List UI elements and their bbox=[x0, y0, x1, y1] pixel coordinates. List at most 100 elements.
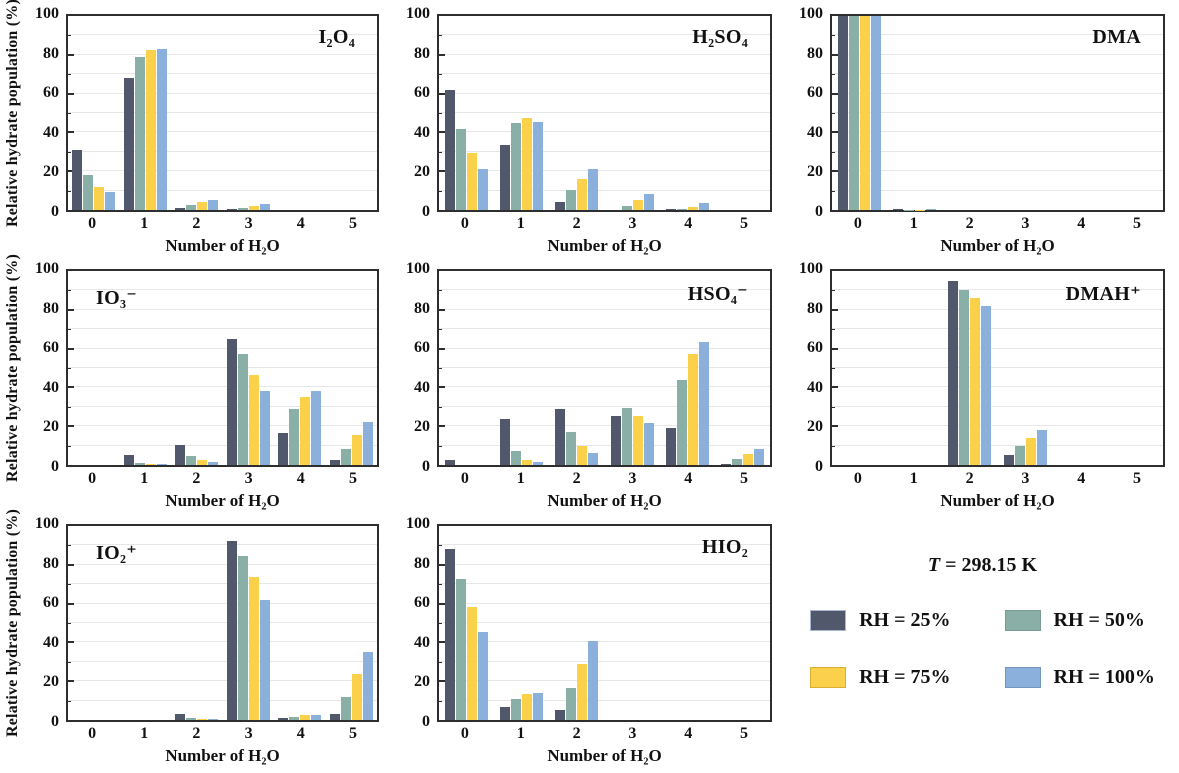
y-tick-label: 100 bbox=[35, 261, 59, 277]
x-tick-label: 0 bbox=[66, 215, 118, 233]
x-tick-label: 4 bbox=[1053, 215, 1109, 233]
bar-dmah-x2-s1 bbox=[948, 281, 958, 465]
bar-h2so4-x4-s1 bbox=[666, 209, 676, 210]
y-axis-label: Relative hydrate population (%) bbox=[2, 269, 24, 467]
bar-group-x3 bbox=[605, 526, 660, 720]
x-tick-label: 3 bbox=[223, 470, 275, 488]
legend-swatch-rh100 bbox=[1005, 667, 1041, 688]
x-tick-label: 5 bbox=[1109, 470, 1165, 488]
bar-dma-x0-s4 bbox=[871, 16, 881, 210]
bar-hso4-x4-s2 bbox=[677, 380, 687, 465]
bar-hio2-x0-s2 bbox=[456, 579, 466, 720]
bar-group-x2 bbox=[549, 16, 604, 210]
panel-title-h2so4: H₂SO₄ bbox=[692, 26, 748, 49]
y-tick-label: 40 bbox=[43, 380, 59, 396]
bar-io2-x5-s1 bbox=[330, 714, 340, 720]
x-tick-label: 3 bbox=[997, 470, 1053, 488]
x-tick-label: 0 bbox=[830, 215, 886, 233]
bar-dmah-x2-s2 bbox=[959, 290, 969, 465]
bar-hso4-x3-s1 bbox=[611, 416, 621, 465]
bar-io2-x2-s3 bbox=[197, 719, 207, 720]
y-tick-label: 80 bbox=[807, 46, 823, 62]
y-tick-label: 20 bbox=[414, 164, 430, 180]
bar-h2so4-x0-s3 bbox=[467, 153, 477, 210]
bar-h2so4-x0-s2 bbox=[456, 129, 466, 210]
bar-h2so4-x0-s4 bbox=[478, 169, 488, 210]
bar-hio2-x0-s4 bbox=[478, 632, 488, 720]
bar-i2o4-x1-s4 bbox=[157, 49, 167, 210]
bar-h2so4-x1-s4 bbox=[533, 122, 543, 210]
bar-group-x0 bbox=[439, 526, 494, 720]
bar-group-x3 bbox=[223, 526, 275, 720]
bar-io2-x2-s2 bbox=[186, 718, 196, 720]
y-tick-label: 0 bbox=[815, 459, 823, 475]
x-tick-label: 2 bbox=[549, 215, 605, 233]
x-tick-label: 0 bbox=[437, 470, 493, 488]
bar-io3-x4-s2 bbox=[289, 409, 299, 465]
y-tick-label: 20 bbox=[43, 419, 59, 435]
legend-entry-rh100: RH = 100% bbox=[1005, 666, 1155, 689]
bar-h2so4-x2-s2 bbox=[566, 190, 576, 210]
legend-entry-rh75: RH = 75% bbox=[810, 666, 950, 689]
plot-area-dmah: DMAH⁺ bbox=[830, 269, 1165, 467]
y-tick-label: 20 bbox=[43, 674, 59, 690]
bar-group-x3 bbox=[223, 271, 275, 465]
panel-title-hso4: HSO₄⁻ bbox=[688, 281, 748, 306]
y-tick-label: 40 bbox=[807, 380, 823, 396]
x-tick-label: 2 bbox=[942, 470, 998, 488]
y-tick-label: 60 bbox=[807, 85, 823, 101]
legend-swatch-rh25 bbox=[810, 610, 846, 631]
legend-label-rh25: RH = 25% bbox=[859, 609, 950, 632]
bar-group-x1 bbox=[494, 16, 549, 210]
bar-h2so4-x3-s4 bbox=[644, 194, 654, 210]
bar-dma-x0-s2 bbox=[849, 16, 859, 210]
bar-io3-x3-s1 bbox=[227, 339, 237, 465]
y-tick-label: 40 bbox=[414, 380, 430, 396]
bar-hso4-x3-s4 bbox=[644, 423, 654, 465]
x-tick-label: 2 bbox=[170, 725, 222, 743]
panel-title-dma: DMA bbox=[1092, 26, 1141, 49]
y-tick-label: 0 bbox=[422, 459, 430, 475]
x-tick-label: 1 bbox=[886, 470, 942, 488]
y-tick-label: 80 bbox=[414, 301, 430, 317]
bar-hso4-x5-s3 bbox=[743, 454, 753, 465]
bar-hio2-x2-s4 bbox=[588, 641, 598, 720]
y-tick-label: 20 bbox=[807, 419, 823, 435]
bar-hso4-x3-s3 bbox=[633, 416, 643, 465]
bar-i2o4-x2-s3 bbox=[197, 202, 207, 210]
bar-io2-x5-s4 bbox=[363, 652, 373, 720]
y-tick-label: 40 bbox=[414, 635, 430, 651]
y-tick-label: 80 bbox=[807, 301, 823, 317]
y-tick-label: 40 bbox=[43, 125, 59, 141]
bar-dma-x1-s4 bbox=[926, 209, 936, 210]
x-tick-label: 0 bbox=[437, 215, 493, 233]
y-tick-label: 0 bbox=[51, 204, 59, 220]
x-tick-label: 2 bbox=[549, 725, 605, 743]
x-tick-label: 4 bbox=[275, 215, 327, 233]
x-tick-label: 0 bbox=[66, 725, 118, 743]
plot-area-i2o4: I₂O₄ bbox=[66, 14, 379, 212]
bar-group-x0 bbox=[832, 16, 887, 210]
legend-title: T = 298.15 K bbox=[928, 554, 1037, 577]
x-tick-label: 5 bbox=[716, 470, 772, 488]
y-tick-label: 100 bbox=[406, 261, 430, 277]
legend-label-rh50: RH = 50% bbox=[1054, 609, 1145, 632]
x-tick-label: 0 bbox=[437, 725, 493, 743]
bar-io2-x3-s2 bbox=[238, 556, 248, 720]
y-tick-label: 100 bbox=[799, 6, 823, 22]
bar-i2o4-x3-s4 bbox=[260, 204, 270, 210]
y-tick-label: 100 bbox=[799, 261, 823, 277]
x-tick-label: 4 bbox=[1053, 470, 1109, 488]
y-tick-label: 60 bbox=[807, 340, 823, 356]
bar-hso4-x4-s4 bbox=[699, 342, 709, 465]
y-tick-label: 100 bbox=[406, 6, 430, 22]
